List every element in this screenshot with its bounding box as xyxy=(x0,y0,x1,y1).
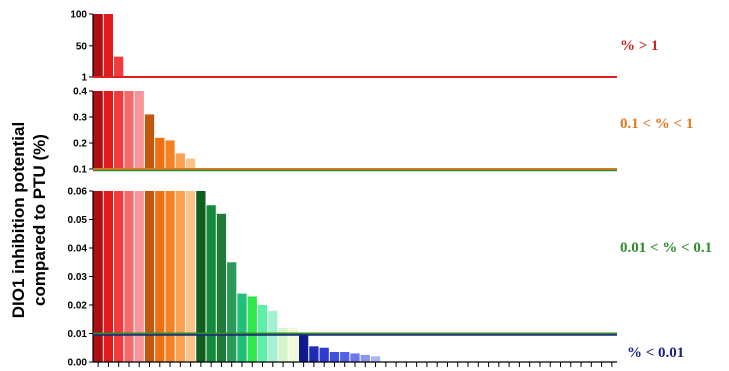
bar-7-mid xyxy=(155,137,165,169)
bar-4-mid xyxy=(124,91,134,169)
bar-16-bottom xyxy=(247,296,257,362)
label-bottom: 0.01 < % < 0.1 xyxy=(620,240,712,256)
y-axis-title: DIO1 inhibition potential compared to PT… xyxy=(9,122,49,318)
bar-15-bottom xyxy=(237,293,247,362)
bar-5-bottom xyxy=(134,191,144,362)
bar-20-bottom xyxy=(288,327,298,362)
bar-2-mid xyxy=(103,91,114,169)
bar-11-bottom xyxy=(196,191,206,362)
y-tick-label-mid-3: 0.2 xyxy=(73,139,87,150)
bar-27-bottom xyxy=(360,354,370,363)
y-tick-label-top-2: 50 xyxy=(76,41,88,52)
bar-1-bottom xyxy=(93,191,103,362)
bar-25-bottom xyxy=(340,352,350,362)
y-tick-label-mid-4: 0.1 xyxy=(73,165,87,176)
bars-layer xyxy=(93,14,381,363)
bar-2-bottom xyxy=(103,191,114,362)
bar-3-bottom xyxy=(114,191,124,362)
bar-18-bottom xyxy=(268,310,278,362)
bar-21-bottom xyxy=(298,333,309,362)
y-tick-label-bottom-4: 0.03 xyxy=(68,272,88,283)
bar-3-top xyxy=(114,56,124,77)
bar-1-mid xyxy=(93,91,103,169)
bar-9-mid xyxy=(175,153,185,169)
bar-6-bottom xyxy=(144,191,155,362)
bar-3-mid xyxy=(114,91,124,169)
bar-1-top xyxy=(93,14,103,77)
axes-layer: 100 50 1 0.4 0.3 0.2 0.1 0.06 0.05 0.04 0.03 0.02 0.… xyxy=(68,10,617,369)
y-tick-label-bottom-3: 0.04 xyxy=(68,244,88,255)
y-tick-label-bottom-7: 0.00 xyxy=(68,358,88,369)
bar-4-bottom xyxy=(124,191,134,362)
bar-22-bottom xyxy=(309,346,319,362)
y-tick-label-bottom-1: 0.06 xyxy=(68,187,88,198)
bar-8-mid xyxy=(165,140,175,169)
bar-8-bottom xyxy=(165,191,175,362)
bar-12-bottom xyxy=(206,205,216,362)
bar-10-bottom xyxy=(185,191,196,362)
label-low: % < 0.01 xyxy=(627,345,684,361)
bar-7-bottom xyxy=(155,191,165,362)
y-tick-label-bottom-6: 0.01 xyxy=(68,329,88,340)
y-tick-label-top-3: 1 xyxy=(81,73,87,84)
panel-labels-layer: % > 1 0.1 < % < 1 0.01 < % < 0.1 % < 0.0… xyxy=(620,38,712,361)
y-tick-label-mid-2: 0.3 xyxy=(73,113,87,124)
y-tick-label-mid-1: 0.4 xyxy=(73,87,87,98)
bar-6-mid xyxy=(144,114,155,169)
bar-26-bottom xyxy=(350,353,360,362)
bar-2-top xyxy=(103,14,114,77)
y-tick-label-bottom-2: 0.05 xyxy=(68,215,88,226)
bar-28-bottom xyxy=(370,356,381,362)
bar-10-mid xyxy=(185,158,196,169)
label-mid: 0.1 < % < 1 xyxy=(620,116,693,132)
label-top: % > 1 xyxy=(620,38,659,54)
bar-9-bottom xyxy=(175,191,185,362)
bar-14-bottom xyxy=(227,262,237,362)
bar-19-bottom xyxy=(278,327,288,362)
bar-5-mid xyxy=(134,91,144,169)
y-tick-label-bottom-5: 0.02 xyxy=(68,301,88,312)
bar-13-bottom xyxy=(216,213,227,362)
y-axis-title-line2: compared to PTU (%) xyxy=(30,134,49,306)
bar-24-bottom xyxy=(329,352,340,362)
y-axis-title-line1: DIO1 inhibition potential xyxy=(9,122,28,318)
bar-23-bottom xyxy=(319,347,329,362)
y-tick-label-top-1: 100 xyxy=(70,10,87,21)
